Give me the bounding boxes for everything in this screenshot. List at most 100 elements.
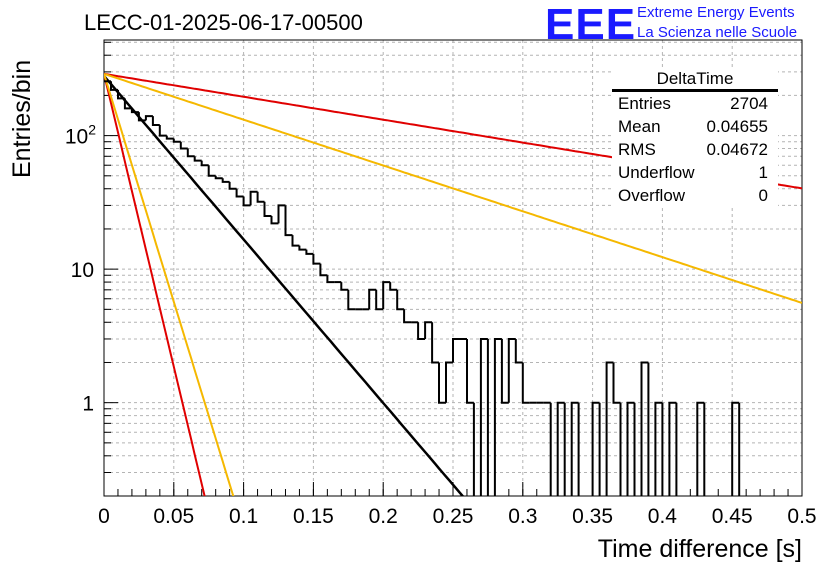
stats-value: 0.04655	[706, 117, 768, 136]
y-tick-label: 1	[82, 393, 94, 416]
histogram-bin	[738, 402, 741, 496]
histogram-bin	[500, 339, 509, 404]
x-tick-label: 0	[98, 505, 110, 528]
histogram-bin	[263, 201, 272, 217]
histogram-bin	[703, 402, 706, 496]
stats-row-underflow: Underflow 1	[612, 161, 778, 184]
stats-label: RMS	[618, 140, 656, 159]
histogram-bin	[172, 138, 181, 143]
histogram-bin	[452, 338, 460, 363]
histogram-bin	[633, 402, 636, 496]
brand-line-2: La Scienza nelle Scuole	[637, 24, 798, 41]
x-tick-label: 0.3	[508, 505, 537, 528]
histogram-bin	[556, 401, 565, 496]
histogram-bin	[403, 309, 412, 324]
curve-fast-red	[104, 73, 206, 496]
x-tick-label: 0.25	[433, 505, 474, 528]
x-tick-label: 0.15	[293, 505, 334, 528]
histogram-bin	[123, 98, 132, 110]
histogram-bin	[472, 402, 475, 496]
histogram-bin	[305, 249, 314, 255]
x-tick-label: 0.35	[572, 505, 613, 528]
x-tick-label: 0.4	[648, 505, 678, 528]
histogram-bin	[577, 402, 580, 496]
histogram-bin	[284, 205, 293, 237]
histogram-bin	[110, 81, 118, 91]
histogram-bin	[612, 362, 621, 404]
histogram-bin	[424, 321, 433, 339]
histogram-bin	[200, 160, 209, 167]
histogram-bin	[256, 191, 265, 203]
histogram-bin	[382, 281, 391, 310]
histogram-bin	[661, 402, 664, 496]
brand-line-1: Extreme Energy Events	[637, 4, 795, 21]
histogram-bin	[507, 338, 516, 403]
histogram-bin	[326, 275, 335, 284]
y-tick-label: 10	[71, 259, 94, 282]
histogram-bin	[347, 289, 356, 311]
curve-fit	[104, 75, 465, 496]
histogram-bin	[396, 289, 405, 311]
chart-title: LECC-01-2025-06-17-00500	[84, 10, 363, 35]
histogram-bin	[563, 402, 566, 496]
histogram-bin	[298, 245, 307, 251]
histogram-bin	[640, 361, 649, 496]
histogram-bin	[207, 165, 216, 177]
histogram-bin	[151, 116, 160, 126]
histogram-bin	[521, 362, 530, 404]
stats-value: 0.04672	[706, 140, 768, 159]
curve-slow-orange	[104, 72, 802, 304]
x-tick-label: 0.45	[712, 505, 753, 528]
histogram-bin	[165, 135, 174, 140]
curve-fast-orange	[104, 73, 235, 496]
eee-logo: EEE	[545, 0, 637, 49]
histogram-bin	[731, 401, 740, 496]
x-tick-label: 0.05	[153, 505, 194, 528]
histogram-bin	[668, 401, 677, 496]
histogram-bin	[466, 339, 474, 404]
x-tick-label: 0.1	[229, 505, 258, 528]
stats-label: Entries	[618, 94, 671, 113]
stats-value: 2704	[730, 94, 768, 113]
histogram-bin	[431, 322, 439, 364]
histogram-bin	[137, 112, 146, 122]
histogram-bin	[319, 263, 328, 277]
histogram-bin	[270, 216, 279, 225]
stats-row-rms: RMS 0.04672	[612, 138, 778, 161]
histogram-bin	[486, 339, 489, 496]
histogram-bin	[675, 402, 678, 496]
histogram-bin	[598, 402, 601, 496]
histogram-bin	[235, 188, 244, 198]
histogram-bin	[445, 361, 453, 403]
histogram-bin	[368, 288, 377, 310]
stats-label: Overflow	[618, 186, 686, 205]
y-axis-label: Entries/bin	[8, 59, 36, 178]
histogram-bin	[375, 289, 384, 311]
histogram-bin	[249, 190, 258, 206]
histogram-bin	[605, 361, 614, 496]
histogram-bin	[277, 204, 286, 224]
histogram-bin	[179, 141, 188, 150]
stats-row-overflow: Overflow 0	[612, 184, 778, 207]
stats-value: 0	[758, 186, 768, 205]
stats-box: DeltaTime Entries 2704 Mean 0.04655 RMS 0.0…	[612, 69, 778, 207]
stats-label: Mean	[618, 117, 661, 136]
x-tick-label: 0.2	[369, 505, 398, 528]
histogram-bin	[438, 362, 446, 404]
histogram-bin	[214, 175, 223, 180]
stats-row-entries: Entries 2704	[612, 92, 778, 115]
stats-title: DeltaTime	[612, 69, 778, 92]
histogram-bin	[514, 339, 523, 364]
histogram-bin	[626, 401, 635, 496]
histogram-bin	[493, 338, 502, 496]
histogram-bin	[312, 253, 321, 265]
histogram-bin	[130, 108, 139, 114]
stats-row-mean: Mean 0.04655	[612, 115, 778, 138]
histogram-bin	[619, 402, 622, 496]
histogram-bin	[570, 401, 579, 496]
histogram-bin	[221, 178, 230, 183]
histogram-bin	[228, 181, 237, 190]
histogram-bin	[549, 402, 552, 496]
y-tick-label: 102	[65, 122, 96, 149]
